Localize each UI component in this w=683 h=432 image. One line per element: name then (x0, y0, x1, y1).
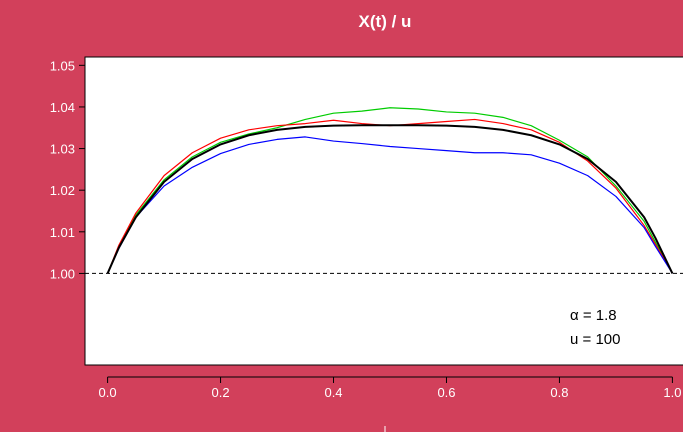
y-tick-label: 1.02 (50, 183, 75, 198)
y-tick-label: 1.01 (50, 225, 75, 240)
y-tick-label: 1.03 (50, 142, 75, 157)
annotation-u-value: = 100 (583, 331, 621, 348)
x-tick-label: 0.6 (437, 385, 455, 400)
y-tick-label: 1.00 (50, 266, 75, 281)
annotation-alpha-value: = 1.8 (583, 307, 617, 324)
y-tick-label: 1.04 (50, 100, 75, 115)
series-line-theory (106, 124, 674, 274)
annotation-u: u = 100 (570, 331, 620, 348)
annotation-u-symbol: u (570, 331, 578, 348)
x-tick-label: 0.8 (550, 385, 568, 400)
x-tick-label: 0.4 (324, 385, 342, 400)
series-layer (106, 107, 674, 274)
x-tick-label: 0.2 (212, 385, 230, 400)
series-line-blue (107, 136, 673, 274)
x-tick-label: 0.0 (99, 385, 117, 400)
y-tick-label: 1.05 (50, 58, 75, 73)
x-tick-label: 1.0 (663, 385, 681, 400)
axis-layer: 1.00 1.01 1.02 1.03 1.04 1.05 0.0 0.2 0.4 0.6 0.8 1… (50, 58, 682, 400)
annotation-alpha: α = 1.8 (570, 307, 617, 324)
chart-title: X(t) / u (359, 12, 412, 31)
annotation-alpha-symbol: α (570, 307, 579, 324)
